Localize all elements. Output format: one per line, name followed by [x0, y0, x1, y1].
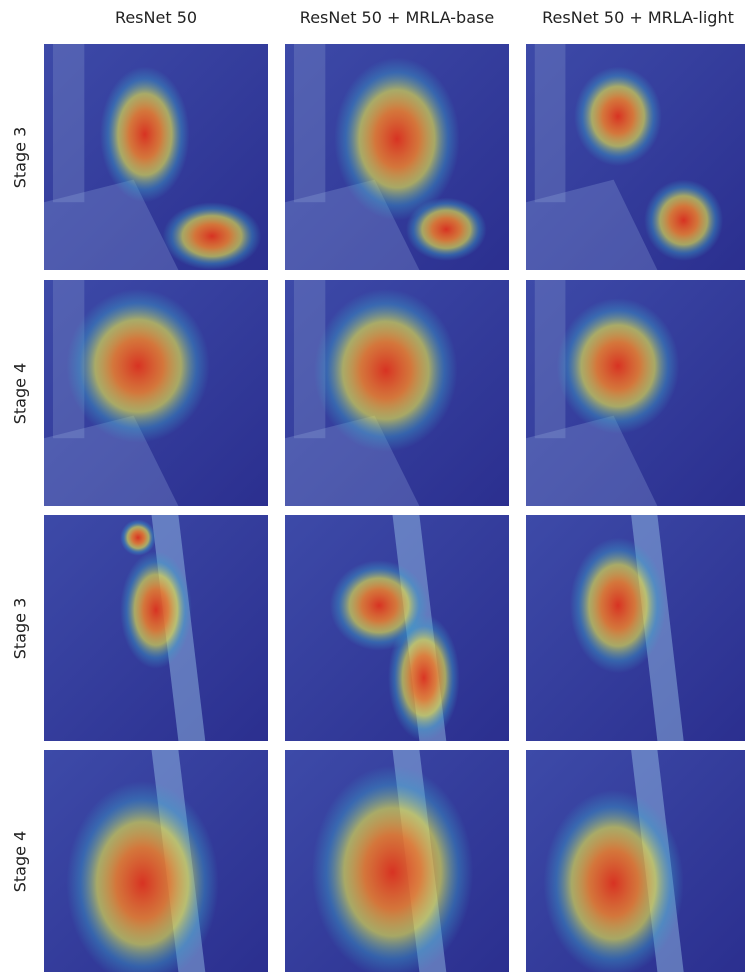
column-header-mrla-light: ResNet 50 + MRLA-light: [542, 8, 734, 27]
heatmap-image: [285, 750, 509, 972]
heatmap-image: [526, 750, 745, 972]
heatmap-r4-c2: [285, 750, 509, 972]
heatmap-r2-c1: [44, 280, 268, 506]
heatmap-r1-c2: [285, 44, 509, 270]
column-header-mrla-base: ResNet 50 + MRLA-base: [299, 8, 495, 27]
heatmap-image: [44, 515, 268, 741]
heatmap-r3-c2: [285, 515, 509, 741]
heatmap-image: [285, 515, 509, 741]
heatmap-image: [526, 44, 745, 270]
column-header-resnet50: ResNet 50: [114, 8, 198, 27]
heatmap-image: [285, 280, 509, 506]
heatmap-r1-c1: [44, 44, 268, 270]
heatmap-image: [285, 44, 509, 270]
heatmap-r3-c3: [526, 515, 745, 741]
row-label-2: Stage 4: [10, 362, 30, 424]
heatmap-image: [44, 750, 268, 972]
heatmap-r2-c3: [526, 280, 745, 506]
heatmap-image: [526, 515, 745, 741]
heatmap-image: [526, 280, 745, 506]
heatmap-r3-c1: [44, 515, 268, 741]
row-label-3: Stage 3: [10, 597, 30, 659]
heatmap-r4-c3: [526, 750, 745, 972]
heatmap-r2-c2: [285, 280, 509, 506]
heatmap-image: [44, 280, 268, 506]
heatmap-r4-c1: [44, 750, 268, 972]
row-label-1: Stage 3: [10, 126, 30, 188]
row-label-4: Stage 4: [10, 830, 30, 892]
heatmap-image: [44, 44, 268, 270]
heatmap-r1-c3: [526, 44, 745, 270]
